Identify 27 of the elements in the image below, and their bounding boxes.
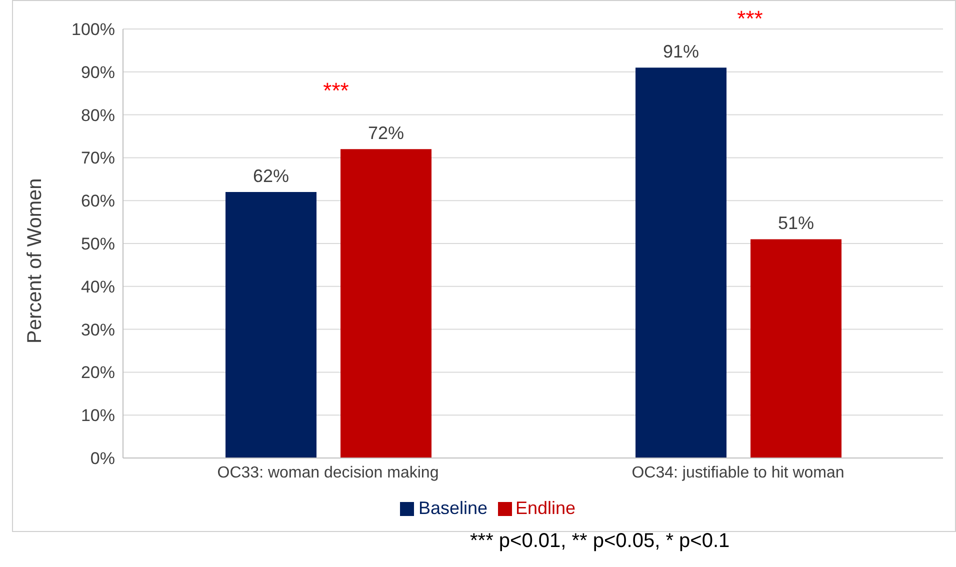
- y-tick-label: 10%: [80, 406, 115, 426]
- y-tick-label: 70%: [80, 148, 115, 168]
- data-label: 91%: [662, 42, 700, 62]
- x-tick-label: OC33: woman decision making: [217, 464, 439, 482]
- y-tick-label: 60%: [80, 192, 115, 211]
- y-tick-label: 20%: [80, 363, 115, 382]
- bar: [340, 149, 432, 458]
- y-axis-title: Percent of Women: [24, 178, 46, 344]
- legend-label: Baseline: [418, 498, 488, 518]
- legend-label: Endline: [516, 498, 576, 518]
- x-tick-label: OC34: justifiable to hit woman: [632, 464, 844, 482]
- y-tick-label: 80%: [80, 106, 115, 125]
- text: *** p<0.01, ** p<0.05, * p<0.1: [470, 530, 730, 553]
- bar: [750, 239, 842, 458]
- y-tick-label: 0%: [90, 449, 115, 468]
- y-tick-label: 40%: [80, 277, 115, 296]
- y-tick-label: 90%: [80, 62, 115, 82]
- y-tick-label: 30%: [80, 320, 115, 340]
- y-tick-label: 50%: [80, 234, 115, 254]
- y-tick-label: 100%: [72, 20, 115, 40]
- bar: [226, 192, 316, 458]
- data-label: 72%: [368, 123, 404, 144]
- annotation: ***: [737, 6, 763, 32]
- annotation: ***: [323, 78, 349, 104]
- bar: [636, 68, 726, 458]
- data-label: 51%: [778, 213, 814, 234]
- data-label: 62%: [252, 166, 290, 186]
